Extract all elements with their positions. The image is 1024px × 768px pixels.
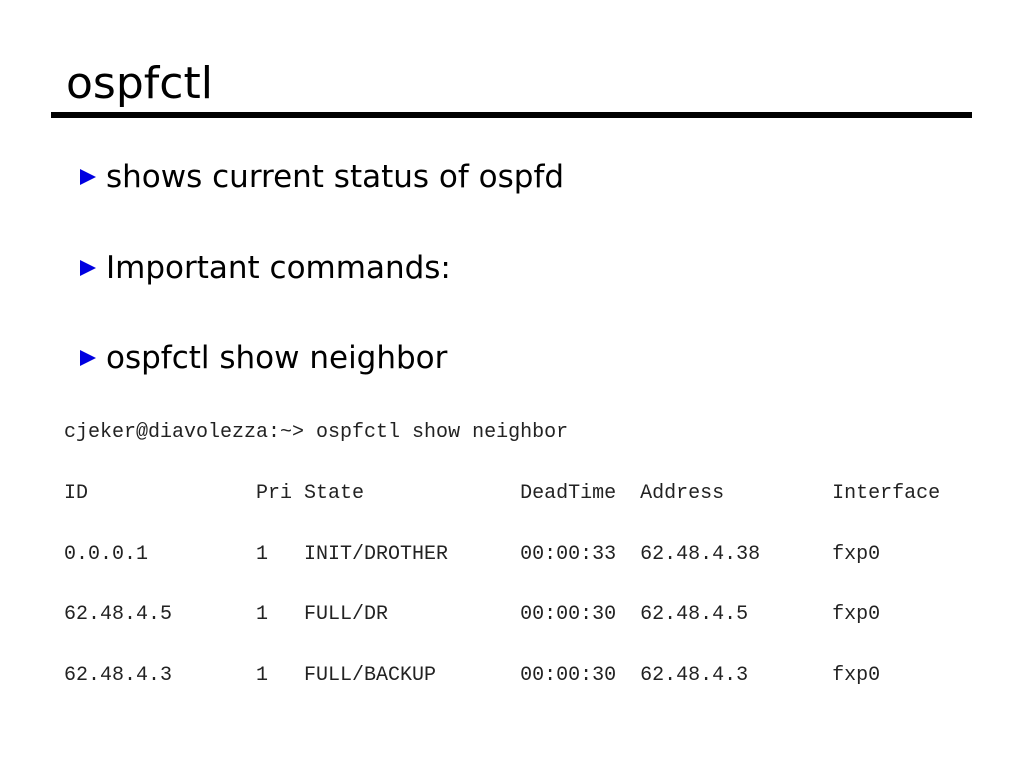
cell-id: 62.48.4.3: [64, 663, 173, 687]
cell-address: 62.48.4.3: [640, 663, 749, 687]
cell-id: 62.48.4.5: [64, 603, 173, 627]
cell-interface: fxp0: [832, 603, 881, 627]
header-interface: Interface: [832, 482, 941, 506]
terminal-output: cjeker@diavolezza:~> ospfctl show neighb…: [64, 383, 940, 706]
title-divider: [51, 112, 972, 118]
header-address: Address: [640, 482, 725, 506]
cell-state: FULL/BACKUP: [304, 663, 437, 687]
table-row: 0.0.0.1 1 INIT/DROTHER 00:00:33 62.48.4.…: [64, 542, 940, 566]
cell-address: 62.48.4.5: [640, 603, 749, 627]
command-line: cjeker@diavolezza:~> ospfctl show neighb…: [64, 421, 569, 445]
bullet-item: shows current status of ospfd: [80, 157, 564, 197]
cell-interface: fxp0: [832, 542, 881, 566]
cell-state: FULL/DR: [304, 603, 389, 627]
table-header: ID Pri State DeadTime Address Interface: [64, 482, 941, 506]
cell-address: 62.48.4.38: [640, 542, 761, 566]
cell-pri: 1: [256, 663, 269, 687]
slide-title: ospfctl: [66, 58, 213, 109]
bullet-item: Important commands:: [80, 248, 451, 288]
bullet-text: shows current status of ospfd: [106, 159, 565, 195]
cell-id: 0.0.0.1: [64, 542, 149, 566]
header-state: State: [304, 482, 365, 506]
triangle-right-icon: [80, 169, 96, 185]
bullet-text: ospfctl show neighbor: [106, 340, 448, 376]
cell-interface: fxp0: [832, 663, 881, 687]
table-row: 62.48.4.3 1 FULL/BACKUP 00:00:30 62.48.4…: [64, 663, 940, 687]
triangle-right-icon: [80, 350, 96, 366]
header-deadtime: DeadTime: [520, 482, 617, 506]
bullet-text: Important commands:: [106, 250, 451, 286]
header-pri: Pri: [256, 482, 293, 506]
bullet-item: ospfctl show neighbor: [80, 338, 447, 378]
cell-state: INIT/DROTHER: [304, 542, 449, 566]
cell-deadtime: 00:00:30: [520, 603, 617, 627]
cell-pri: 1: [256, 603, 269, 627]
table-row: 62.48.4.5 1 FULL/DR 00:00:30 62.48.4.5 f…: [64, 605, 940, 625]
cell-deadtime: 00:00:30: [520, 663, 617, 687]
header-id: ID: [64, 482, 89, 506]
cell-pri: 1: [256, 542, 269, 566]
triangle-right-icon: [80, 260, 96, 276]
cell-deadtime: 00:00:33: [520, 542, 617, 566]
